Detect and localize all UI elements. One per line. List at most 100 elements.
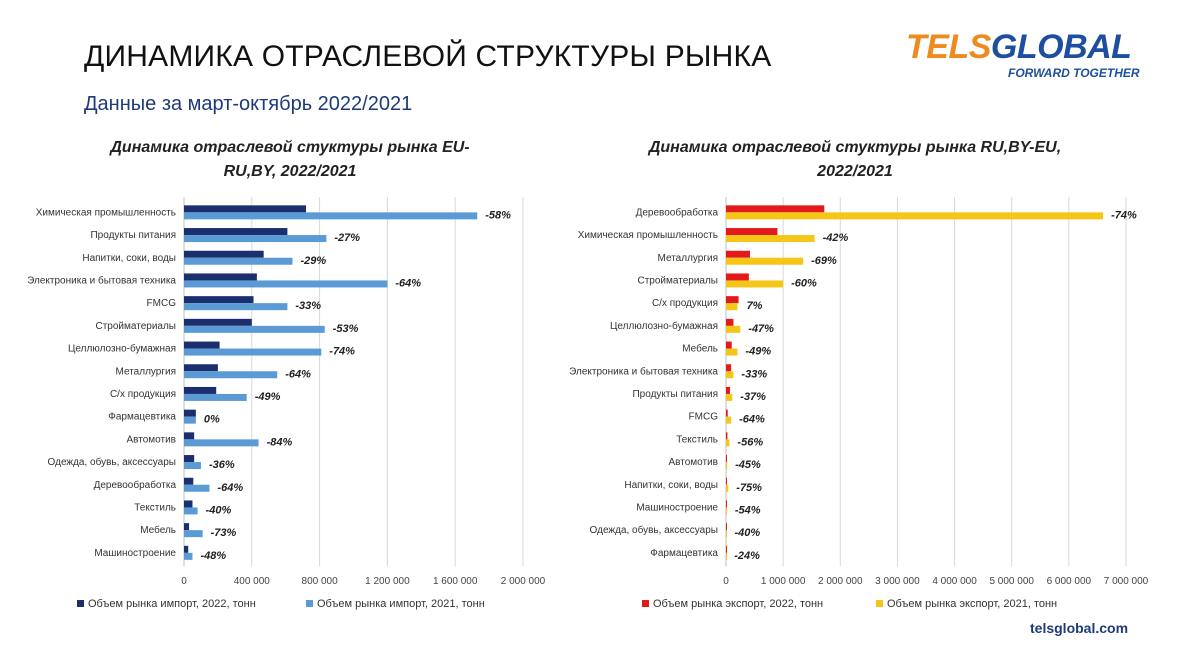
logo-global: GLOBAL bbox=[990, 28, 1132, 66]
page-title: ДИНАМИКА ОТРАСЛЕВОЙ СТРУКТУРЫ РЫНКА bbox=[84, 40, 772, 73]
legend-label-2021: Объем рынка экспорт, 2021, тонн bbox=[887, 598, 1057, 610]
change-label: -74% bbox=[1111, 209, 1137, 221]
category-label: Химическая промышленность bbox=[578, 230, 718, 241]
category-label: Продукты питания bbox=[632, 389, 718, 400]
category-label: С/х продукция bbox=[110, 389, 176, 400]
chart-import-title: Динамика отраслевой стуктуры рынка EU- R… bbox=[60, 136, 520, 184]
change-label: -56% bbox=[737, 436, 763, 448]
x-tick-label: 4 000 000 bbox=[932, 576, 977, 587]
bar-2022 bbox=[184, 432, 195, 440]
bar-2022 bbox=[184, 477, 194, 485]
change-label: -49% bbox=[745, 346, 771, 358]
change-label: -75% bbox=[736, 482, 762, 494]
category-label: Стройматериалы bbox=[638, 275, 719, 286]
legend-swatch-2021 bbox=[876, 600, 883, 607]
bar-2021 bbox=[726, 280, 784, 288]
x-tick-label: 5 000 000 bbox=[989, 576, 1034, 587]
x-tick-label: 3 000 000 bbox=[875, 576, 920, 587]
change-label: -24% bbox=[734, 550, 760, 562]
legend-swatch-2022 bbox=[642, 600, 649, 607]
change-label: -64% bbox=[217, 482, 243, 494]
category-label: Химическая промышленность bbox=[36, 207, 176, 218]
change-label: -84% bbox=[267, 436, 293, 448]
category-label: Целлюлозно-бумажная bbox=[610, 320, 718, 332]
legend-label-2022: Объем рынка экспорт, 2022, тонн bbox=[653, 598, 823, 610]
change-label: -48% bbox=[200, 550, 226, 562]
bar-2022 bbox=[184, 250, 264, 258]
bar-2022 bbox=[726, 250, 750, 258]
category-label: Одежда, обувь, аксессуары bbox=[48, 456, 176, 468]
bar-2021 bbox=[726, 393, 733, 401]
bar-2022 bbox=[184, 545, 189, 553]
change-label: -54% bbox=[735, 504, 761, 516]
category-label: Напитки, соки, воды bbox=[82, 253, 176, 264]
bar-2021 bbox=[184, 416, 196, 424]
bar-2022 bbox=[184, 341, 220, 349]
category-label: Машиностроение bbox=[94, 548, 176, 559]
change-label: -64% bbox=[395, 277, 421, 289]
category-label: FMCG bbox=[147, 298, 177, 309]
change-label: -49% bbox=[255, 391, 281, 403]
change-label: -40% bbox=[206, 504, 232, 516]
bar-2022 bbox=[726, 341, 732, 349]
change-label: -29% bbox=[300, 255, 326, 267]
change-label: -64% bbox=[285, 368, 311, 380]
company-logo[interactable]: TELSGLOBAL FORWARD TOGETHER bbox=[906, 30, 1156, 82]
change-label: -64% bbox=[739, 414, 765, 426]
bar-2021 bbox=[726, 484, 729, 492]
change-label: -27% bbox=[334, 232, 360, 244]
x-tick-label: 400 000 bbox=[234, 576, 271, 587]
bar-2021 bbox=[726, 507, 727, 515]
bar-2021 bbox=[726, 325, 741, 333]
bar-2022 bbox=[184, 523, 190, 531]
bar-2021 bbox=[726, 212, 1104, 220]
bar-2021 bbox=[184, 371, 278, 379]
bar-2022 bbox=[184, 409, 196, 417]
bar-2021 bbox=[726, 530, 727, 538]
change-label: -74% bbox=[329, 346, 355, 358]
bar-2022 bbox=[726, 386, 730, 394]
bar-2021 bbox=[184, 280, 388, 288]
x-tick-label: 2 000 000 bbox=[818, 576, 863, 587]
chart-export-title: Динамика отраслевой стуктуры рынка RU,BY… bbox=[600, 136, 1110, 184]
legend-export: Объем рынка экспорт, 2022, тонн Объем рын… bbox=[642, 598, 1057, 610]
category-label: Машиностроение bbox=[636, 502, 718, 513]
category-label: Электроника и бытовая техника bbox=[27, 274, 176, 286]
change-label: -40% bbox=[734, 527, 760, 539]
change-label: -47% bbox=[748, 323, 774, 335]
bar-2021 bbox=[726, 462, 728, 470]
category-label: Текстиль bbox=[676, 434, 718, 445]
bar-2021 bbox=[184, 257, 293, 265]
category-label: Металлургия bbox=[658, 253, 718, 264]
bar-2022 bbox=[184, 296, 254, 304]
bar-2021 bbox=[184, 303, 288, 311]
x-tick-label: 800 000 bbox=[302, 576, 339, 587]
bar-2021 bbox=[726, 348, 738, 356]
bar-2021 bbox=[184, 462, 201, 470]
bar-2022 bbox=[726, 523, 727, 531]
legend-label-2022: Объем рынка импорт, 2022, тонн bbox=[88, 598, 256, 610]
bar-2022 bbox=[726, 477, 727, 485]
change-label: -37% bbox=[740, 391, 766, 403]
change-label: -45% bbox=[735, 459, 761, 471]
bar-2021 bbox=[184, 393, 247, 401]
category-label: Деревообработка bbox=[94, 479, 177, 491]
bar-2022 bbox=[184, 205, 307, 213]
bar-2022 bbox=[184, 228, 288, 236]
category-label: Мебель bbox=[140, 524, 176, 536]
legend-swatch-2022 bbox=[77, 600, 84, 607]
category-label: Металлургия bbox=[116, 366, 176, 377]
category-label: С/х продукция bbox=[652, 298, 718, 309]
bar-2021 bbox=[726, 257, 804, 265]
chart-import: 0 400 000 800 000 1 200 000 1 600 000 2 000 0… bbox=[27, 197, 546, 610]
logo-tagline: FORWARD TOGETHER bbox=[1008, 66, 1140, 80]
legend-import: Объем рынка импорт, 2022, тонн Объем рынк… bbox=[77, 598, 485, 610]
bar-2021 bbox=[184, 439, 259, 447]
bar-2021 bbox=[726, 235, 815, 243]
x-tick-label: 0 bbox=[723, 576, 729, 587]
bar-2022 bbox=[184, 273, 257, 281]
bar-2021 bbox=[184, 484, 210, 492]
logo-tels: TELS bbox=[906, 28, 991, 66]
footer-site-link[interactable]: telsglobal.com bbox=[1030, 620, 1129, 636]
change-label: -73% bbox=[211, 527, 237, 539]
